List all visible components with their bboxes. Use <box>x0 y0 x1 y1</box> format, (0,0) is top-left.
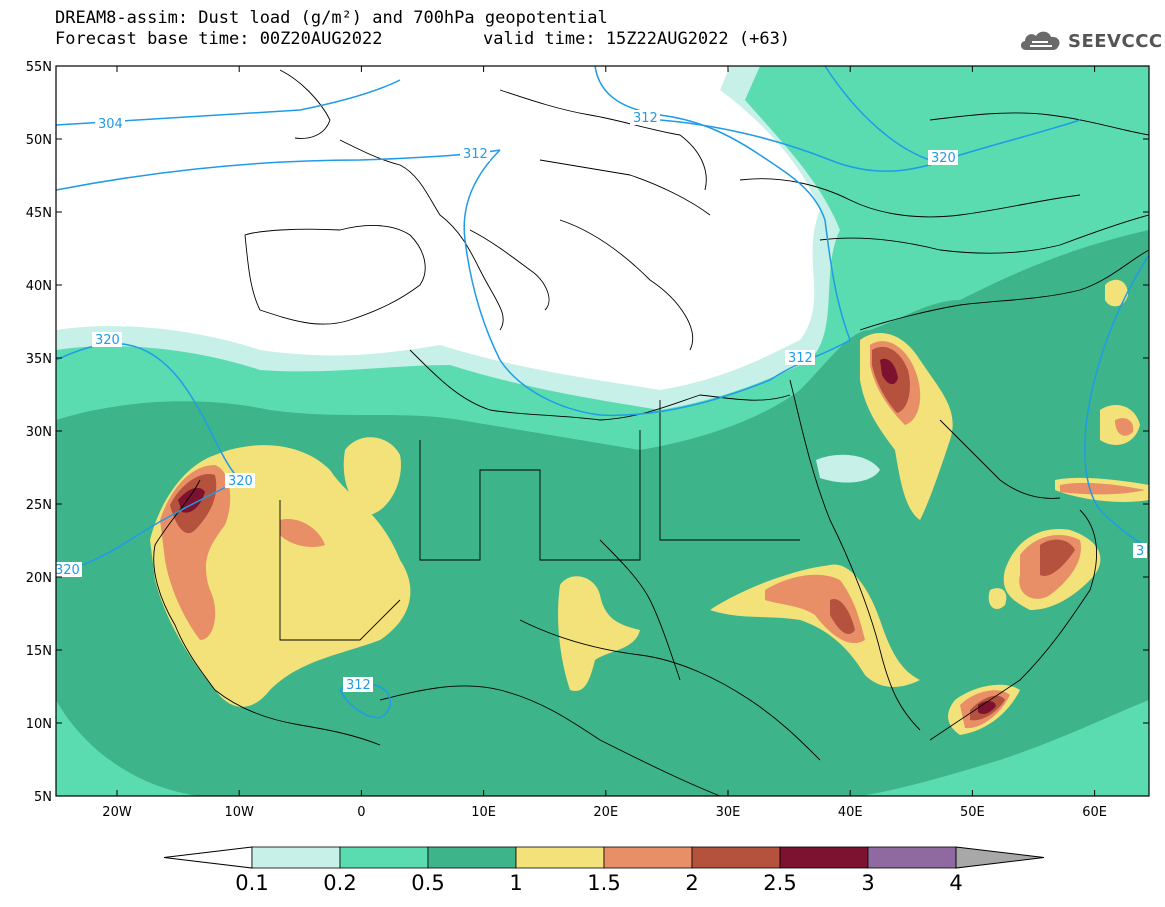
axis-ticks: 55N 50N 45N 40N 35N 30N 25N 20N 15N 10N 5N 20W 10W 0 1… <box>26 60 1149 820</box>
lat-label: 25N <box>26 498 52 513</box>
contour-label: 320 <box>95 333 120 348</box>
colorbar-swatch <box>867 846 957 869</box>
lon-label: 20W <box>102 805 132 820</box>
colorbar-swatch <box>603 846 693 869</box>
lon-label: 20E <box>593 805 618 820</box>
colorbar-label: 3 <box>861 871 874 895</box>
lon-label: 30E <box>716 805 741 820</box>
contour-label: 312 <box>633 111 658 126</box>
colorbar-label: 0.5 <box>411 871 444 895</box>
lon-label: 40E <box>838 805 863 820</box>
lat-label: 5N <box>34 790 52 805</box>
lat-label: 10N <box>26 717 52 732</box>
contour-label: 320 <box>228 474 253 489</box>
colorbar: 0.1 0.2 0.5 1 1.5 2 2.5 3 4 <box>163 846 1045 895</box>
contour-label: 320 <box>931 151 956 166</box>
colorbar-label: 2 <box>685 871 698 895</box>
lon-label: 50E <box>960 805 985 820</box>
lat-label: 35N <box>26 352 52 367</box>
colorbar-swatch <box>427 846 517 869</box>
contour-label: 312 <box>346 678 371 693</box>
lon-label: 60E <box>1082 805 1107 820</box>
logo-text: SEEVCCC <box>1068 31 1163 52</box>
contour-label: 3 <box>1136 544 1144 559</box>
lon-label: 10W <box>224 805 254 820</box>
lat-label: 30N <box>26 425 52 440</box>
lat-label: 40N <box>26 279 52 294</box>
contour-label: 312 <box>788 351 813 366</box>
seevccc-logo: SEEVCCC <box>1018 26 1162 56</box>
cloud-icon <box>1020 31 1060 50</box>
lat-label: 55N <box>26 60 52 75</box>
colorbar-label: 1.5 <box>587 871 620 895</box>
lat-label: 45N <box>26 206 52 221</box>
lat-label: 50N <box>26 133 52 148</box>
colorbar-under-triangle <box>163 846 253 869</box>
colorbar-swatch <box>251 846 341 869</box>
colorbar-swatch <box>779 846 869 869</box>
colorbar-swatch <box>339 846 429 869</box>
colorbar-label: 0.2 <box>323 871 356 895</box>
colorbar-label: 4 <box>949 871 962 895</box>
lon-label: 10E <box>471 805 496 820</box>
colorbar-label: 0.1 <box>235 871 268 895</box>
contour-label: 320 <box>55 563 80 578</box>
title-line-1: DREAM8-assim: Dust load (g/m²) and 700hP… <box>55 8 608 28</box>
lat-label: 20N <box>26 571 52 586</box>
colorbar-swatch <box>515 846 605 869</box>
valid-time: valid time: 15Z22AUG2022 (+63) <box>483 29 791 49</box>
colorbar-over-triangle <box>955 846 1045 869</box>
colorbar-label: 1 <box>509 871 522 895</box>
lon-label: 0 <box>357 805 365 820</box>
contour-label: 304 <box>98 117 123 132</box>
colorbar-label: 2.5 <box>763 871 796 895</box>
colorbar-swatch <box>691 846 781 869</box>
contour-label: 312 <box>463 147 488 162</box>
lat-label: 15N <box>26 644 52 659</box>
forecast-base-time: Forecast base time: 00Z20AUG2022 <box>55 29 383 49</box>
contour-labels: 304 312 312 320 320 320 320 312 312 3 <box>52 110 1147 693</box>
coastlines <box>153 69 1149 796</box>
